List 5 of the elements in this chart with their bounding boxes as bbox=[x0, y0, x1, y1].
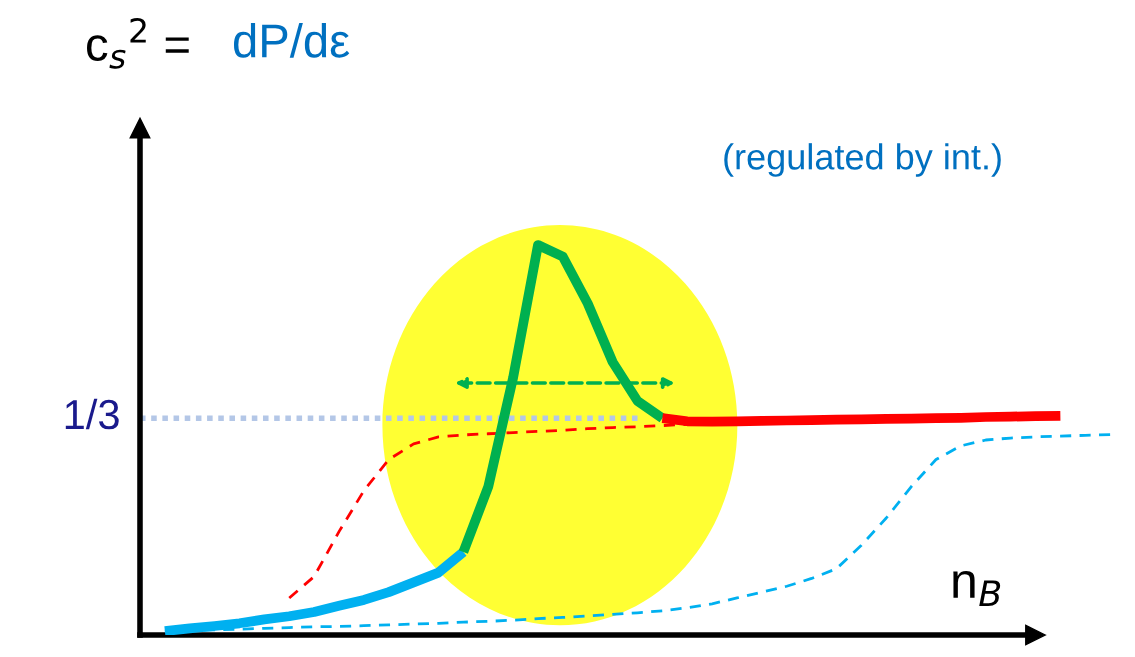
y-axis-title: c$_{s}$$^{2}$ = bbox=[87, 17, 189, 69]
x-axis-title: n$_{B}$ bbox=[953, 570, 1001, 607]
text: dP/dε bbox=[233, 22, 350, 58]
series-label: 1/3 bbox=[65, 398, 119, 430]
text: (regulated by int.) bbox=[724, 143, 1001, 177]
